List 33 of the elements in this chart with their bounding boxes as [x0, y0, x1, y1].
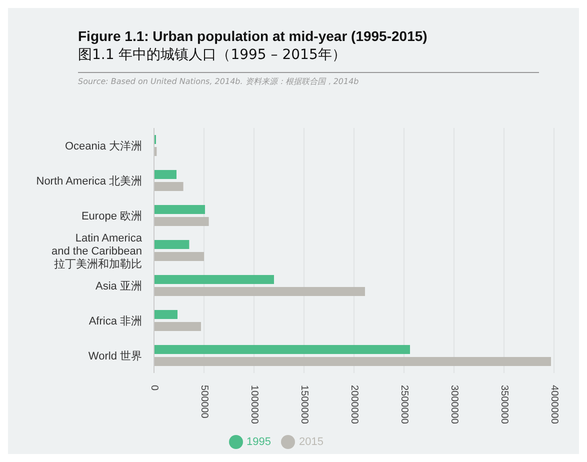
x-tick-label: 500000 — [198, 385, 210, 419]
bar — [154, 310, 178, 319]
y-tick-label: Africa 非洲 — [88, 314, 142, 328]
legend-label: 2015 — [299, 436, 324, 448]
legend-label: 1995 — [246, 436, 271, 448]
x-tick-label: 0 — [148, 385, 160, 391]
chart-subtitle: 图1.1 年中的城镇人口（1995 – 2015年） — [78, 46, 347, 64]
x-tick-label: 3000000 — [448, 385, 460, 424]
y-tick-label: Oceania 大洋洲 — [64, 140, 142, 152]
y-tick-label: North America 北美洲 — [36, 174, 142, 188]
x-tick-label: 2000000 — [348, 385, 360, 424]
x-tick-label: 4000000 — [548, 385, 560, 424]
x-tick-label: 2500000 — [398, 385, 410, 424]
bar — [154, 182, 184, 191]
y-tick-label: World 世界 — [88, 350, 142, 362]
x-tick-label: 1000000 — [248, 385, 260, 424]
bar — [154, 240, 190, 249]
bar — [154, 345, 410, 354]
bar — [154, 217, 209, 226]
x-tick-label: 3500000 — [498, 385, 510, 424]
bar — [154, 287, 365, 296]
bar — [154, 275, 274, 284]
bar — [154, 170, 176, 179]
bar — [154, 322, 201, 331]
y-tick-label: Asia 亚洲 — [96, 280, 142, 292]
chart-title: Figure 1.1: Urban population at mid-year (1995-2015) — [78, 28, 428, 44]
y-tick-label: Latin America and the Caribbean 拉丁美洲和加勒比 — [51, 232, 143, 270]
bar — [154, 357, 551, 366]
bar — [154, 252, 204, 261]
y-tick-label: Europe 欧洲 — [81, 210, 142, 222]
source-note: Source: Based on United Nations, 2014b. 资料来源：根据联合国，2014b — [78, 76, 360, 87]
bar — [154, 205, 205, 214]
x-tick-label: 1500000 — [298, 385, 310, 424]
